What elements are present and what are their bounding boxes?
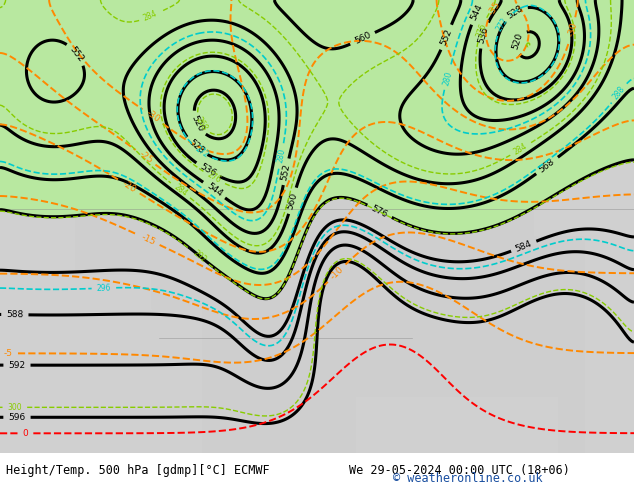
Text: 288: 288	[611, 85, 627, 101]
Text: 592: 592	[8, 361, 25, 369]
Text: 284: 284	[512, 142, 529, 157]
Text: 300: 300	[8, 403, 22, 412]
Text: 292: 292	[191, 248, 208, 265]
Text: 276: 276	[205, 171, 223, 185]
Text: 296: 296	[96, 283, 112, 293]
Text: 520: 520	[511, 32, 525, 51]
Text: 284: 284	[172, 182, 189, 198]
Text: 560: 560	[353, 30, 372, 46]
Text: 552: 552	[439, 27, 454, 47]
Text: 568: 568	[538, 157, 557, 174]
Text: 284: 284	[142, 9, 159, 23]
Text: 584: 584	[514, 239, 533, 254]
Text: 544: 544	[205, 181, 224, 198]
Text: 528: 528	[187, 138, 205, 156]
Text: 552: 552	[280, 163, 292, 181]
Text: 560: 560	[286, 191, 299, 210]
Text: 268: 268	[193, 116, 209, 133]
Text: 596: 596	[8, 413, 25, 422]
Text: 528: 528	[506, 4, 525, 21]
Text: -30: -30	[566, 21, 579, 38]
Text: -30: -30	[144, 109, 161, 124]
Text: -10: -10	[328, 265, 345, 282]
Text: 520: 520	[190, 114, 205, 133]
Text: -5: -5	[4, 349, 13, 358]
Text: 280: 280	[276, 147, 287, 163]
Text: 280: 280	[441, 70, 453, 86]
Text: -15: -15	[140, 232, 157, 247]
Text: 552: 552	[68, 44, 86, 63]
Text: -25: -25	[137, 149, 154, 165]
Text: 588: 588	[6, 310, 23, 319]
Text: 276: 276	[475, 22, 488, 39]
Text: We 29-05-2024 00:00 UTC (18+06): We 29-05-2024 00:00 UTC (18+06)	[349, 464, 569, 477]
Text: 536: 536	[198, 162, 217, 178]
Text: 272: 272	[495, 17, 510, 33]
Text: 272: 272	[193, 144, 210, 160]
Text: 576: 576	[370, 203, 389, 219]
Text: 544: 544	[469, 3, 485, 22]
Text: 0: 0	[23, 429, 29, 438]
Text: 536: 536	[477, 25, 490, 45]
Text: -20: -20	[120, 179, 138, 195]
Text: © weatheronline.co.uk: © weatheronline.co.uk	[393, 472, 543, 485]
Text: Height/Temp. 500 hPa [gdmp][°C] ECMWF: Height/Temp. 500 hPa [gdmp][°C] ECMWF	[6, 464, 270, 477]
Text: -35: -35	[486, 0, 502, 18]
